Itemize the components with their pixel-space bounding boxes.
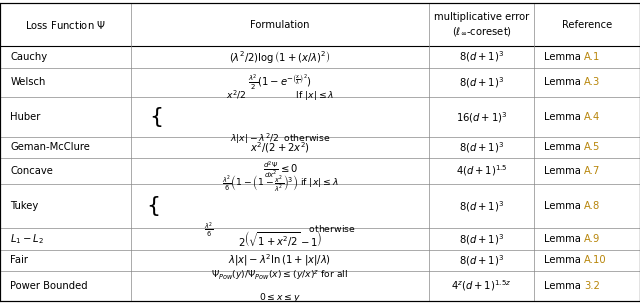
Text: Formulation: Formulation [250, 20, 310, 29]
Text: Lemma A.7: Lemma A.7 [559, 166, 616, 176]
Text: $L_1-L_2$: $L_1-L_2$ [10, 232, 44, 246]
Text: multiplicative error
($\ell_\infty$-coreset): multiplicative error ($\ell_\infty$-core… [434, 12, 529, 38]
Text: A.7: A.7 [584, 166, 600, 176]
Text: Cauchy: Cauchy [10, 52, 47, 62]
Text: $\lambda|x|-\lambda^2\ln\left(1+|x|/\lambda\right)$: $\lambda|x|-\lambda^2\ln\left(1+|x|/\lam… [228, 253, 332, 268]
Text: Fair: Fair [10, 255, 29, 265]
Text: A.9: A.9 [584, 234, 600, 244]
Text: A.8: A.8 [584, 201, 600, 211]
Text: Welsch: Welsch [10, 78, 46, 88]
Text: Lemma: Lemma [544, 52, 584, 62]
Text: A.3: A.3 [584, 78, 600, 88]
Text: Loss Function $\Psi$: Loss Function $\Psi$ [25, 19, 106, 31]
Text: $8(d+1)^3$: $8(d+1)^3$ [459, 253, 504, 268]
Text: $4(d+1)^{1.5}$: $4(d+1)^{1.5}$ [456, 164, 508, 178]
Text: $8(d+1)^3$: $8(d+1)^3$ [459, 199, 504, 213]
Text: $(\lambda^2/2)\log\left(1+(x/\lambda)^2\right)$: $(\lambda^2/2)\log\left(1+(x/\lambda)^2\… [229, 49, 331, 65]
Text: Lemma: Lemma [544, 166, 584, 176]
Text: $\frac{\lambda^2}{2}\left(1-e^{-\left(\frac{x}{\lambda}\right)^2}\right)$: $\frac{\lambda^2}{2}\left(1-e^{-\left(\f… [248, 73, 312, 92]
Text: $8(d+1)^3$: $8(d+1)^3$ [459, 140, 504, 155]
Text: Lemma A.8: Lemma A.8 [559, 201, 615, 211]
Text: Lemma A.5: Lemma A.5 [559, 143, 616, 153]
Text: $0\leq x\leq y$: $0\leq x\leq y$ [259, 291, 301, 304]
Text: {: { [150, 107, 164, 127]
Text: $16(d+1)^3$: $16(d+1)^3$ [456, 110, 508, 125]
Text: Lemma: Lemma [544, 201, 584, 211]
Text: Lemma: Lemma [544, 78, 584, 88]
Text: Lemma A.4: Lemma A.4 [559, 112, 615, 122]
Text: Lemma A.1: Lemma A.1 [559, 52, 616, 62]
Text: Lemma: Lemma [544, 281, 584, 291]
Text: Lemma: Lemma [544, 112, 584, 122]
Text: $x^2/\left(2+2x^2\right)$: $x^2/\left(2+2x^2\right)$ [250, 140, 310, 155]
Text: $8(d+1)^3$: $8(d+1)^3$ [459, 232, 504, 247]
Text: Lemma A.9: Lemma A.9 [559, 234, 616, 244]
Text: $x^2/2 \quad\quad\quad\quad\quad\;$ If $|x|\leq\lambda$: $x^2/2 \quad\quad\quad\quad\quad\;$ If $… [226, 88, 334, 103]
Text: Concave: Concave [10, 166, 53, 176]
Text: Tukey: Tukey [10, 201, 39, 211]
Text: Lemma A.10: Lemma A.10 [556, 255, 618, 265]
Text: Lemma: Lemma [544, 255, 584, 265]
Text: Reference: Reference [562, 20, 612, 29]
Text: Lemma: Lemma [544, 143, 584, 153]
Text: $\frac{\lambda^2}{6}$ $\quad\quad\quad\quad\quad\quad\quad\quad\quad\quad$ other: $\frac{\lambda^2}{6}$ $\quad\quad\quad\q… [204, 220, 356, 239]
Text: $8(d+1)^3$: $8(d+1)^3$ [459, 50, 504, 64]
Text: Geman-McClure: Geman-McClure [10, 143, 90, 153]
Text: $4^z(d+1)^{1.5z}$: $4^z(d+1)^{1.5z}$ [451, 279, 512, 293]
Text: Lemma A.3: Lemma A.3 [559, 78, 615, 88]
Text: $8(d+1)^3$: $8(d+1)^3$ [459, 75, 504, 90]
Text: Huber: Huber [10, 112, 41, 122]
Text: $2\left(\sqrt{1+x^2/2}-1\right)$: $2\left(\sqrt{1+x^2/2}-1\right)$ [237, 229, 323, 249]
Text: Power Bounded: Power Bounded [10, 281, 88, 291]
Text: A.4: A.4 [584, 112, 600, 122]
Text: $\frac{d^2\Psi}{dx^2}\leq 0$: $\frac{d^2\Psi}{dx^2}\leq 0$ [262, 161, 298, 181]
Text: A.10: A.10 [584, 255, 607, 265]
Text: A.1: A.1 [584, 52, 600, 62]
Text: {: { [147, 196, 161, 216]
Text: A.5: A.5 [584, 143, 600, 153]
Text: $\lambda|x|-\lambda^2/2\;$ otherwise: $\lambda|x|-\lambda^2/2\;$ otherwise [230, 132, 330, 146]
Text: $\Psi_{Pow}(y)/\Psi_{Pow}(x)\leq(y/x)^z$ for all: $\Psi_{Pow}(y)/\Psi_{Pow}(x)\leq(y/x)^z$… [211, 268, 349, 282]
Text: $\frac{\lambda^2}{6}\left(1-\left(1-\frac{x^2}{\lambda^2}\right)^{3}\right)$ if : $\frac{\lambda^2}{6}\left(1-\left(1-\fra… [221, 173, 339, 193]
Text: 3.2: 3.2 [584, 281, 600, 291]
Text: Lemma 3.2: Lemma 3.2 [559, 281, 615, 291]
Text: Lemma: Lemma [544, 234, 584, 244]
